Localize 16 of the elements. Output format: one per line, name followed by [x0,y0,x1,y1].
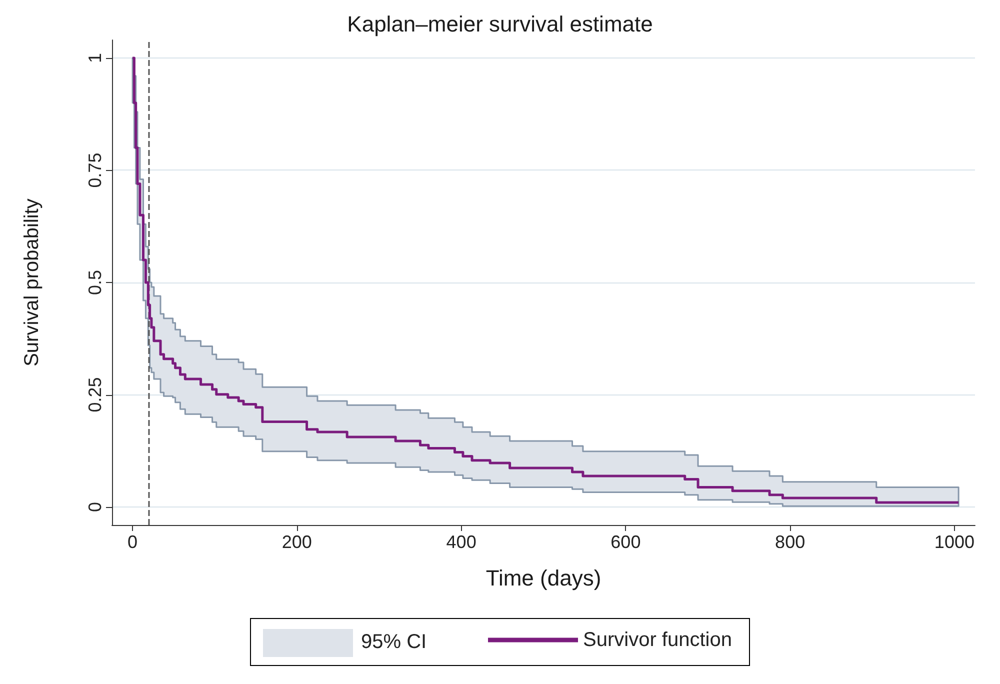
text: 95% CI [361,630,427,654]
x-tick-label: 200 [282,532,312,552]
y-tick-label: 0.5 [85,270,105,296]
y-tick-label: 0 [85,502,105,512]
y-tick-label: 0.25 [85,377,105,412]
x-tick-label: 1000 [934,532,974,552]
legend-label: Survivor function [583,629,732,651]
x-axis-title: Time (days) [486,566,602,590]
x-tick-label: 400 [446,532,476,552]
x-tick-label: 800 [775,532,806,552]
y-tick-label: 0.75 [85,152,105,188]
x-tick-label: 600 [610,532,641,552]
y-axis-title: Survival probability [21,198,43,366]
x-tick-label: 0 [128,532,138,552]
chart-title: Kaplan–meier survival estimate [347,12,653,36]
y-tick-label: 1 [85,52,105,63]
